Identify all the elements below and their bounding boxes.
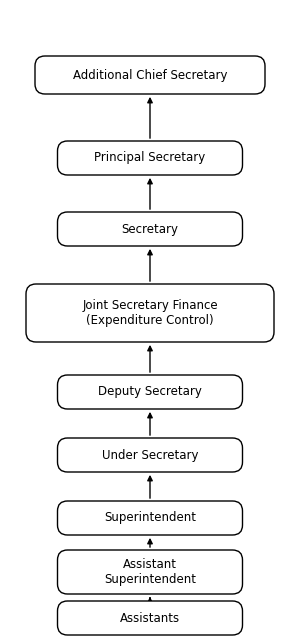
FancyBboxPatch shape bbox=[57, 212, 243, 246]
FancyBboxPatch shape bbox=[26, 284, 274, 342]
FancyBboxPatch shape bbox=[57, 601, 243, 635]
Text: Assistants: Assistants bbox=[120, 612, 180, 624]
Text: Deputy Secretary: Deputy Secretary bbox=[98, 385, 202, 399]
Text: Superintendent: Superintendent bbox=[104, 512, 196, 524]
FancyBboxPatch shape bbox=[57, 375, 243, 409]
Text: Principal Secretary: Principal Secretary bbox=[95, 151, 206, 165]
Text: Assistant
Superintendent: Assistant Superintendent bbox=[104, 558, 196, 586]
FancyBboxPatch shape bbox=[35, 56, 265, 94]
FancyBboxPatch shape bbox=[57, 141, 243, 175]
Text: Additional Chief Secretary: Additional Chief Secretary bbox=[73, 69, 227, 81]
FancyBboxPatch shape bbox=[57, 438, 243, 472]
FancyBboxPatch shape bbox=[57, 550, 243, 594]
Text: Secretary: Secretary bbox=[122, 222, 178, 235]
FancyBboxPatch shape bbox=[57, 501, 243, 535]
Text: Joint Secretary Finance
(Expenditure Control): Joint Secretary Finance (Expenditure Con… bbox=[82, 299, 218, 327]
Text: Under Secretary: Under Secretary bbox=[102, 449, 198, 462]
